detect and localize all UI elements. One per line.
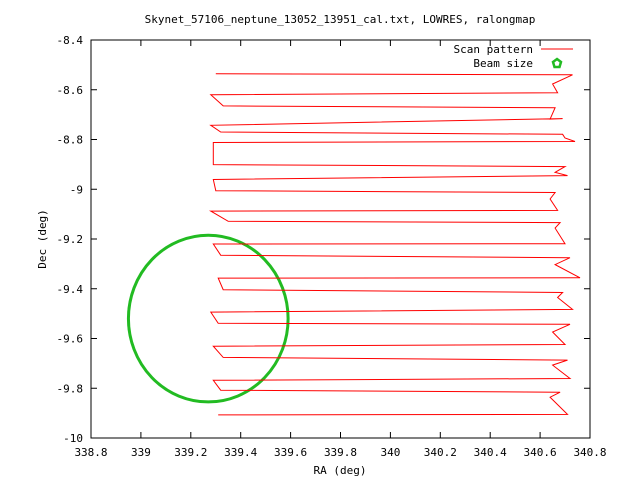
- legend-label-beam-size: Beam size: [473, 57, 533, 70]
- y-tick-label: -9: [70, 183, 83, 196]
- y-tick-label: -9.2: [57, 233, 84, 246]
- legend-swatch-beam-size: [551, 57, 563, 69]
- y-tick-label: -9.8: [57, 382, 84, 395]
- y-axis-label: Dec (deg): [36, 209, 49, 269]
- x-tick-label: 339.2: [174, 446, 207, 459]
- scan-pattern-line: [208, 73, 581, 416]
- series-layer: [126, 73, 581, 416]
- y-tick-label: -9.6: [57, 333, 84, 346]
- y-tick-label: -8.8: [57, 134, 84, 147]
- legend: Scan pattern Beam size: [454, 43, 573, 70]
- x-tick-label: 340: [380, 446, 400, 459]
- x-tick-label: 339.4: [224, 446, 257, 459]
- x-tick-label: 339.8: [324, 446, 357, 459]
- x-tick-label: 340.4: [474, 446, 507, 459]
- y-tick-label: -9.4: [57, 283, 84, 296]
- x-tick-label: 339: [131, 446, 151, 459]
- x-tick-label: 340.2: [424, 446, 457, 459]
- x-tick-label: 340.6: [524, 446, 557, 459]
- y-tick-label: -8.4: [57, 34, 84, 47]
- x-axis-ticks: 338.8 339 339.2 339.4 339.6 339.8 340 340.2 340.…: [74, 40, 607, 459]
- beam-size-circle: [126, 233, 290, 404]
- x-tick-label: 338.8: [74, 446, 107, 459]
- chart-title: Skynet_57106_neptune_13052_13951_cal.txt…: [145, 13, 536, 26]
- x-axis-label: RA (deg): [314, 464, 367, 477]
- legend-label-scan-pattern: Scan pattern: [454, 43, 533, 56]
- x-tick-label: 340.8: [573, 446, 606, 459]
- x-tick-label: 339.6: [274, 446, 307, 459]
- y-tick-label: -10: [63, 432, 83, 445]
- y-tick-label: -8.6: [57, 84, 84, 97]
- y-axis-ticks: -8.4 -8.6 -8.8 -9 -9.2 -9.4 -9.6 -9.8 -10: [57, 34, 590, 445]
